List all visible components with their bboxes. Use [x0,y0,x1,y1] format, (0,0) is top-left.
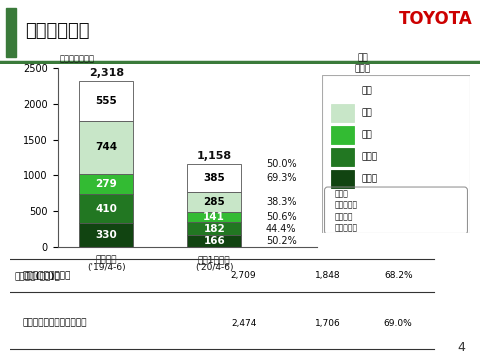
Bar [187,212,241,222]
Text: 744: 744 [95,142,117,153]
Text: 385: 385 [204,173,225,183]
FancyBboxPatch shape [331,126,354,144]
Text: 285: 285 [204,197,225,207]
Text: 4: 4 [458,342,466,354]
FancyBboxPatch shape [6,8,16,57]
Text: 410: 410 [95,204,117,214]
Text: アジア: アジア [362,153,378,161]
Text: 1,158: 1,158 [197,151,232,161]
Bar [79,223,133,247]
Text: 北米: 北米 [362,108,372,117]
Text: トヨタ・レクサス販売台数: トヨタ・レクサス販売台数 [23,319,87,328]
Text: 1,706: 1,706 [315,319,340,328]
Text: 50.0%: 50.0% [266,159,297,169]
Text: 中南米
オセアニア
アフリカ
中近東など: 中南米 オセアニア アフリカ 中近東など [335,189,358,232]
Text: 連結販売台数: 連結販売台数 [25,22,89,40]
Bar [187,164,241,192]
FancyBboxPatch shape [331,104,354,122]
Text: 182: 182 [204,224,225,234]
Text: 141: 141 [203,212,225,222]
Text: 330: 330 [96,230,117,240]
Text: ＜ご参考(小売)＞: ＜ご参考(小売)＞ [14,271,60,280]
Text: 44.4%: 44.4% [266,224,297,234]
Text: 前年同期: 前年同期 [96,256,117,265]
Text: 69.0%: 69.0% [384,319,413,328]
Text: 555: 555 [96,96,117,106]
Bar [79,81,133,121]
Text: 欧州: 欧州 [362,131,372,140]
Text: 2,474: 2,474 [231,319,256,328]
Bar [187,235,241,247]
Text: 38.3%: 38.3% [266,197,297,207]
Text: 2,318: 2,318 [89,68,124,78]
Text: 50.2%: 50.2% [266,236,297,246]
Text: 69.3%: 69.3% [266,173,297,183]
Text: 166: 166 [204,236,225,246]
Bar [79,121,133,174]
Text: 68.2%: 68.2% [384,271,412,280]
Text: 前年
同期比: 前年 同期比 [354,53,371,73]
FancyBboxPatch shape [331,170,354,188]
FancyBboxPatch shape [331,149,354,166]
Text: グループ総販売台数: グループ総販売台数 [23,271,71,280]
Bar [79,194,133,223]
Bar [79,174,133,194]
Text: TOYOTA: TOYOTA [399,10,473,28]
Text: 当第1四半期: 当第1四半期 [198,256,230,265]
Text: （単位：千台）: （単位：千台） [60,55,95,64]
FancyBboxPatch shape [331,82,354,100]
Text: 2,709: 2,709 [231,271,256,280]
Text: ('19/4-6): ('19/4-6) [87,263,125,272]
Text: ('20/4-6): ('20/4-6) [195,263,233,272]
Text: 1,848: 1,848 [315,271,340,280]
Bar [187,222,241,235]
Text: 日本: 日本 [362,86,372,96]
Text: 50.6%: 50.6% [266,212,297,222]
Text: 279: 279 [96,179,117,189]
Text: その他: その他 [362,175,378,184]
Bar [187,192,241,212]
